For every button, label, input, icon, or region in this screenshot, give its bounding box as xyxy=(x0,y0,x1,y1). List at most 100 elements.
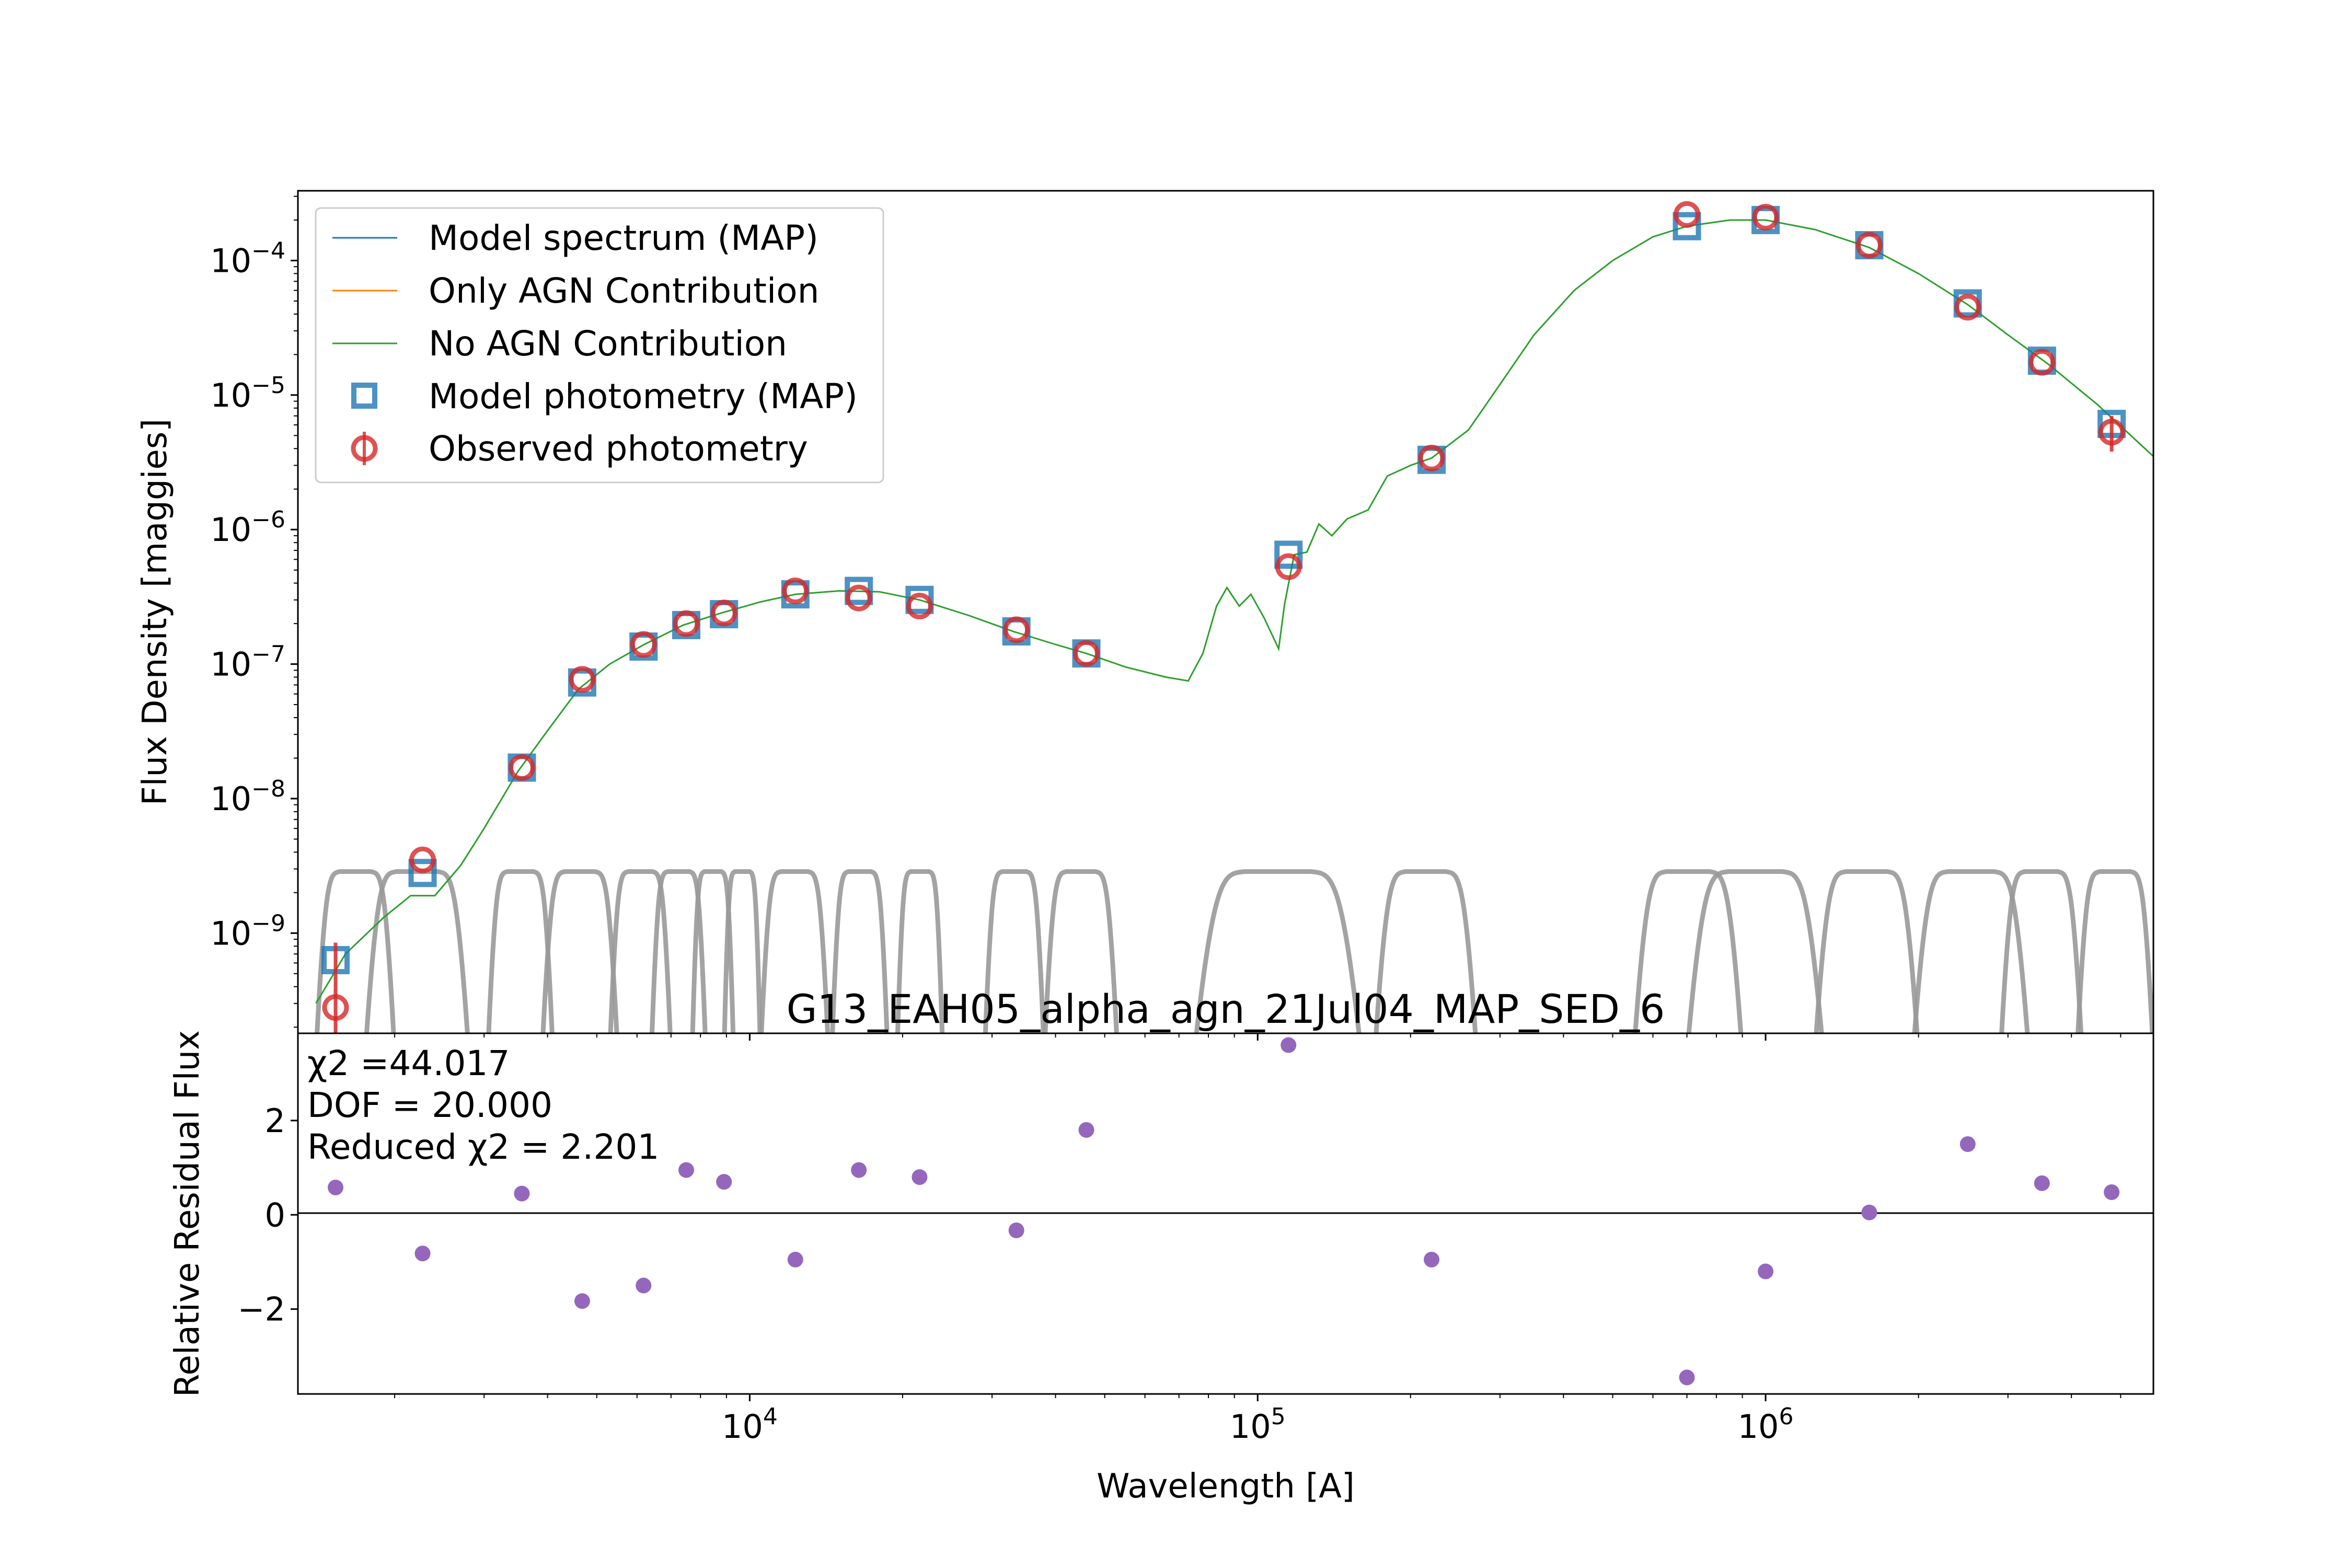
filter-curve-17 xyxy=(1686,869,1824,1033)
filter-curve-8 xyxy=(722,869,763,1033)
observed-photometry-point-10 xyxy=(906,593,933,620)
residual-y-tick-label-2: 0 xyxy=(265,1196,285,1234)
legend-entry-model-spectrum: Model spectrum (MAP) xyxy=(332,218,818,258)
x-axis-label: Wavelength [A] xyxy=(1097,1467,1355,1506)
residual-point-1 xyxy=(328,1179,344,1195)
observed-photometry-point-8 xyxy=(782,578,809,605)
sed-y-ticks: 10−9 10−8 10−7 10−6 10−5 10−4 xyxy=(210,195,298,1028)
filter-curve-10 xyxy=(830,869,890,1033)
legend-label-no-agn: No AGN Contribution xyxy=(429,324,787,364)
legend-label-only-agn: Only AGN Contribution xyxy=(429,271,819,311)
legend-label-model-spectrum: Model spectrum (MAP) xyxy=(429,218,818,258)
x-tick-label-2: 105 xyxy=(1230,1403,1286,1446)
residual-point-3 xyxy=(514,1185,530,1202)
residual-point-14 xyxy=(1424,1251,1440,1267)
observed-photometry-point-3 xyxy=(508,754,535,781)
residual-points xyxy=(328,1037,2120,1386)
filter-curves xyxy=(315,869,2153,1033)
observed-photometry-point-7 xyxy=(710,599,737,627)
filter-curve-5 xyxy=(608,869,673,1033)
residual-y-tick-label-3: 2 xyxy=(265,1102,285,1140)
residual-point-15 xyxy=(1679,1369,1695,1386)
sed-y-tick-label-5: 10−5 xyxy=(210,372,285,414)
residual-point-4 xyxy=(574,1293,590,1309)
filter-curve-21 xyxy=(2076,869,2153,1033)
legend-entry-no-agn: No AGN Contribution xyxy=(332,324,787,364)
observed-photometry-point-12 xyxy=(1073,640,1100,667)
filter-curve-19 xyxy=(1912,869,2030,1033)
residual-y-tick-label-1: −2 xyxy=(238,1290,285,1329)
model-photometry-point-9 xyxy=(845,577,873,605)
residual-panel-frame xyxy=(297,1032,2154,1395)
residual-point-16 xyxy=(1758,1263,1774,1279)
observed-photometry-point-20 xyxy=(2098,419,2125,446)
sed-y-tick-label-2: 10−8 xyxy=(210,776,285,818)
x-tick-label-1: 104 xyxy=(722,1403,778,1446)
residual-point-10 xyxy=(912,1169,928,1185)
reduced-chi2-stat: Reduced χ2 = 2.201 xyxy=(307,1127,659,1167)
observed-photometry-point-16 xyxy=(1752,204,1779,231)
legend-circle-marker xyxy=(351,435,378,462)
observed-photometry-point-19 xyxy=(2028,349,2056,376)
filter-curve-14 xyxy=(1194,869,1362,1033)
legend-box xyxy=(315,207,884,483)
residual-panel: −2 0 2 104 105 106 Relative Residual Flux Wa… xyxy=(168,1030,2154,1506)
sed-y-tick-label-1: 10−9 xyxy=(210,910,285,952)
observed-photometry-point-11 xyxy=(1003,616,1030,643)
model-photometry-point-13 xyxy=(1274,540,1303,569)
series-layer xyxy=(315,201,2153,1033)
observed-photometry-point-17 xyxy=(1855,232,1883,259)
legend-label-observed-photometry: Observed photometry xyxy=(429,429,808,469)
filter-curve-11 xyxy=(895,869,945,1033)
observed-photometry-point-5 xyxy=(630,631,657,658)
model-photometry-point-2 xyxy=(408,859,437,887)
legend-entry-model-photometry: Model photometry (MAP) xyxy=(351,376,858,417)
chart-title: G13_EAH05_alpha_agn_21Jul04_MAP_SED_6 xyxy=(787,986,1665,1032)
residual-point-20 xyxy=(2104,1184,2120,1200)
observed-photometry-point-6 xyxy=(673,610,700,637)
filter-curve-18 xyxy=(1814,869,1920,1033)
observed-photometry-point-1 xyxy=(322,994,349,1021)
residual-point-6 xyxy=(678,1162,694,1178)
model-photometry-point-15 xyxy=(1673,212,1701,240)
observed-photometry-point-13 xyxy=(1275,553,1302,580)
legend-entry-observed-photometry: Observed photometry xyxy=(351,429,808,469)
sed-y-tick-label-6: 10−4 xyxy=(210,237,285,280)
residual-point-2 xyxy=(414,1246,431,1262)
sed-y-tick-label-3: 10−7 xyxy=(210,641,285,684)
legend: Model spectrum (MAP) Only AGN Contributi… xyxy=(315,207,884,483)
filter-curve-20 xyxy=(1999,869,2084,1033)
residual-y-axis-label: Relative Residual Flux xyxy=(168,1030,207,1397)
sed-panel: 10−9 10−8 10−7 10−6 10−5 10−4 Flux Density [m… xyxy=(136,190,2154,1041)
observed-photometry-point-14 xyxy=(1418,444,1445,471)
sed-y-axis-label: Flux Density [maggies] xyxy=(136,419,175,805)
residual-point-13 xyxy=(1281,1037,1297,1053)
residual-point-19 xyxy=(2034,1175,2050,1191)
filter-curve-15 xyxy=(1374,869,1478,1033)
observed-photometry-point-4 xyxy=(569,666,596,693)
residual-point-8 xyxy=(787,1251,803,1267)
filter-curve-1 xyxy=(315,869,396,1033)
observed-photometry-point-15 xyxy=(1674,201,1701,228)
residual-point-12 xyxy=(1078,1122,1094,1138)
observed-photometry-point-2 xyxy=(409,846,436,873)
filter-curve-4 xyxy=(540,869,619,1033)
residual-point-17 xyxy=(1861,1204,1877,1220)
residual-x-ticks: 104 105 106 xyxy=(394,1394,2122,1446)
residual-point-9 xyxy=(851,1162,867,1178)
residual-point-18 xyxy=(1959,1136,1976,1152)
legend-entry-only-agn: Only AGN Contribution xyxy=(332,271,819,311)
dof-stat: DOF = 20.000 xyxy=(307,1085,552,1125)
residual-y-ticks: −2 0 2 xyxy=(238,1102,298,1329)
chi2-stat: χ2 =44.017 xyxy=(307,1043,510,1083)
legend-label-model-photometry: Model photometry (MAP) xyxy=(429,376,858,417)
legend-square-marker xyxy=(351,383,377,409)
filter-curve-16 xyxy=(1633,869,1744,1033)
filter-curve-9 xyxy=(759,869,831,1033)
observed-photometry-point-9 xyxy=(845,584,872,612)
residual-point-5 xyxy=(636,1277,652,1294)
filter-curve-6 xyxy=(649,869,708,1033)
filter-curve-13 xyxy=(1043,869,1119,1033)
observed-photometry-point-18 xyxy=(1954,294,1981,321)
